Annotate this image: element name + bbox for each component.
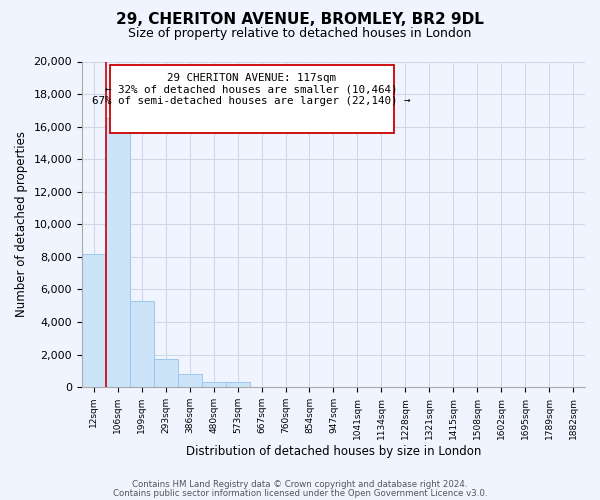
Bar (226, 382, 250, 387)
Text: 29, CHERITON AVENUE, BROMLEY, BR2 9DL: 29, CHERITON AVENUE, BROMLEY, BR2 9DL (116, 12, 484, 28)
FancyBboxPatch shape (110, 65, 394, 133)
Text: Size of property relative to detached houses in London: Size of property relative to detached ho… (128, 28, 472, 40)
Y-axis label: Number of detached properties: Number of detached properties (15, 132, 28, 318)
X-axis label: Distribution of detached houses by size in London: Distribution of detached houses by size … (186, 444, 481, 458)
Bar (82, 254, 106, 387)
Bar (154, 358, 178, 387)
Text: 29 CHERITON AVENUE: 117sqm
← 32% of detached houses are smaller (10,464)
67% of : 29 CHERITON AVENUE: 117sqm ← 32% of deta… (92, 73, 411, 106)
Bar (178, 374, 202, 387)
Bar (130, 301, 154, 387)
Bar (202, 382, 226, 387)
Bar (106, 118, 130, 387)
Text: Contains public sector information licensed under the Open Government Licence v3: Contains public sector information licen… (113, 489, 487, 498)
Text: Contains HM Land Registry data © Crown copyright and database right 2024.: Contains HM Land Registry data © Crown c… (132, 480, 468, 489)
